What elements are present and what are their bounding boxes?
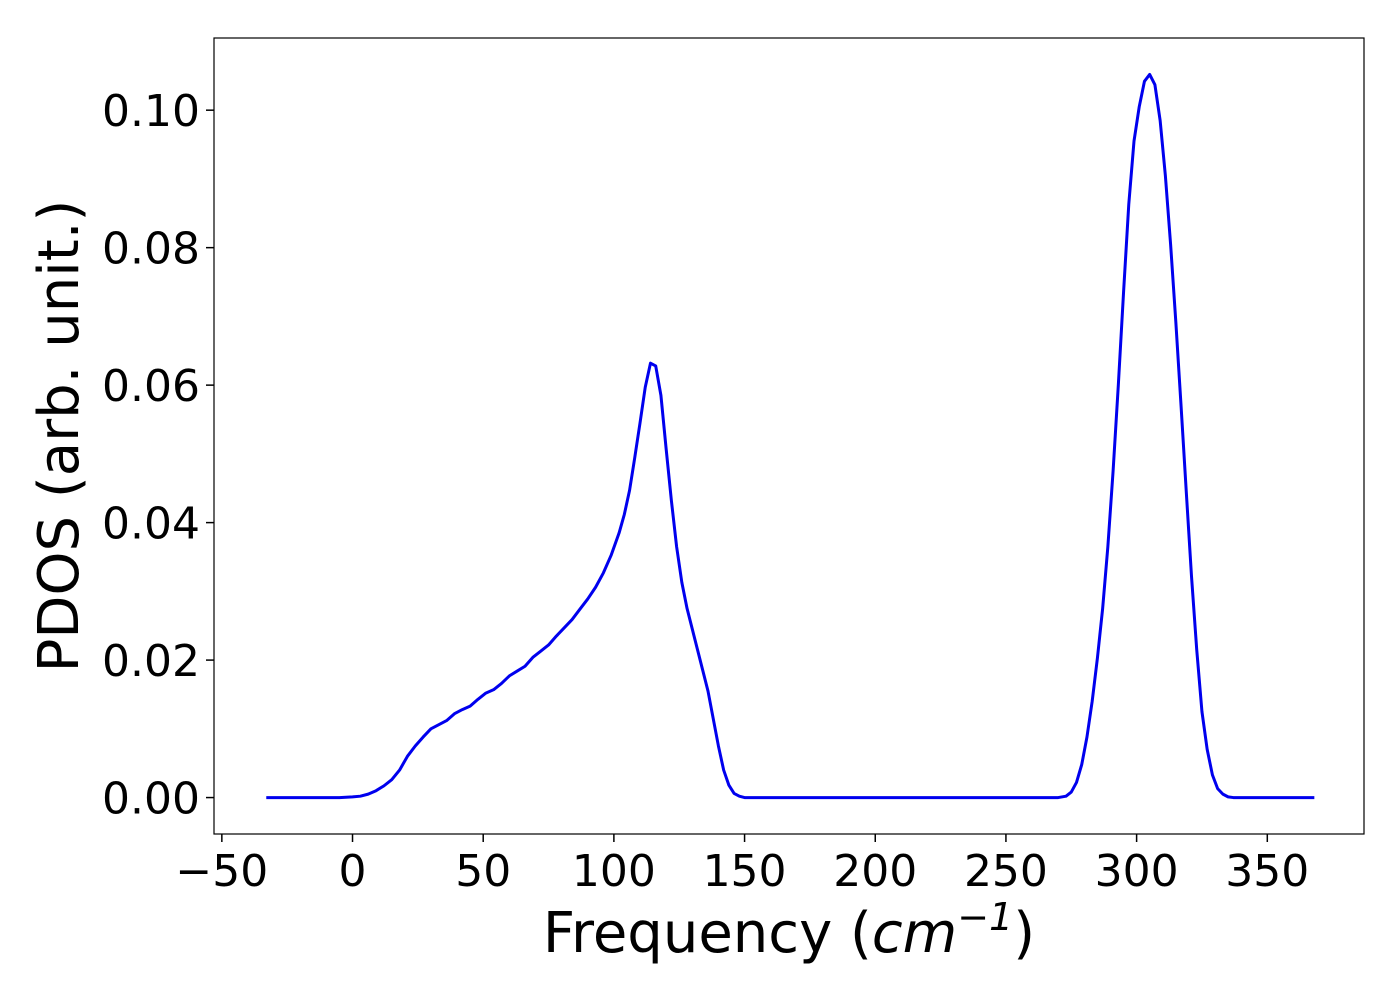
plot-area-frame xyxy=(213,37,1365,835)
x-tick-label: 350 xyxy=(1225,846,1309,897)
series-layer xyxy=(266,72,1315,800)
x-tick-label: −50 xyxy=(175,846,268,897)
y-tick-label: 0.10 xyxy=(102,86,200,137)
x-tick-label: 300 xyxy=(1095,846,1179,897)
x-axis-label-unit-exponent: −1 xyxy=(957,895,1013,939)
x-tick-label: 0 xyxy=(339,846,367,897)
x-axis-label-unit-base: cm xyxy=(872,901,957,966)
y-tick-label: 0.08 xyxy=(102,224,200,275)
x-axis-label-close: ) xyxy=(1013,901,1035,966)
x-tick-label: 150 xyxy=(703,846,787,897)
y-tick-label: 0.06 xyxy=(102,361,200,412)
x-tick-label: 50 xyxy=(455,846,511,897)
series-line-0 xyxy=(266,72,1315,800)
y-axis-label: PDOS (arb. unit.) xyxy=(27,200,92,673)
x-axis-ticks: −50 0 50 100 150 200 250 300 350 xyxy=(175,834,1309,897)
y-tick-label: 0.00 xyxy=(102,774,200,825)
y-tick-label: 0.04 xyxy=(102,499,200,550)
x-tick-label: 100 xyxy=(572,846,656,897)
x-tick-label: 200 xyxy=(833,846,917,897)
y-axis-ticks: 0.00 0.02 0.04 0.06 0.08 0.10 xyxy=(102,86,214,825)
x-axis-label: Frequency (cm−1) xyxy=(543,895,1035,966)
y-tick-label: 0.02 xyxy=(102,636,200,687)
x-tick-label: 250 xyxy=(964,846,1048,897)
x-axis-label-text: Frequency ( xyxy=(543,901,872,966)
